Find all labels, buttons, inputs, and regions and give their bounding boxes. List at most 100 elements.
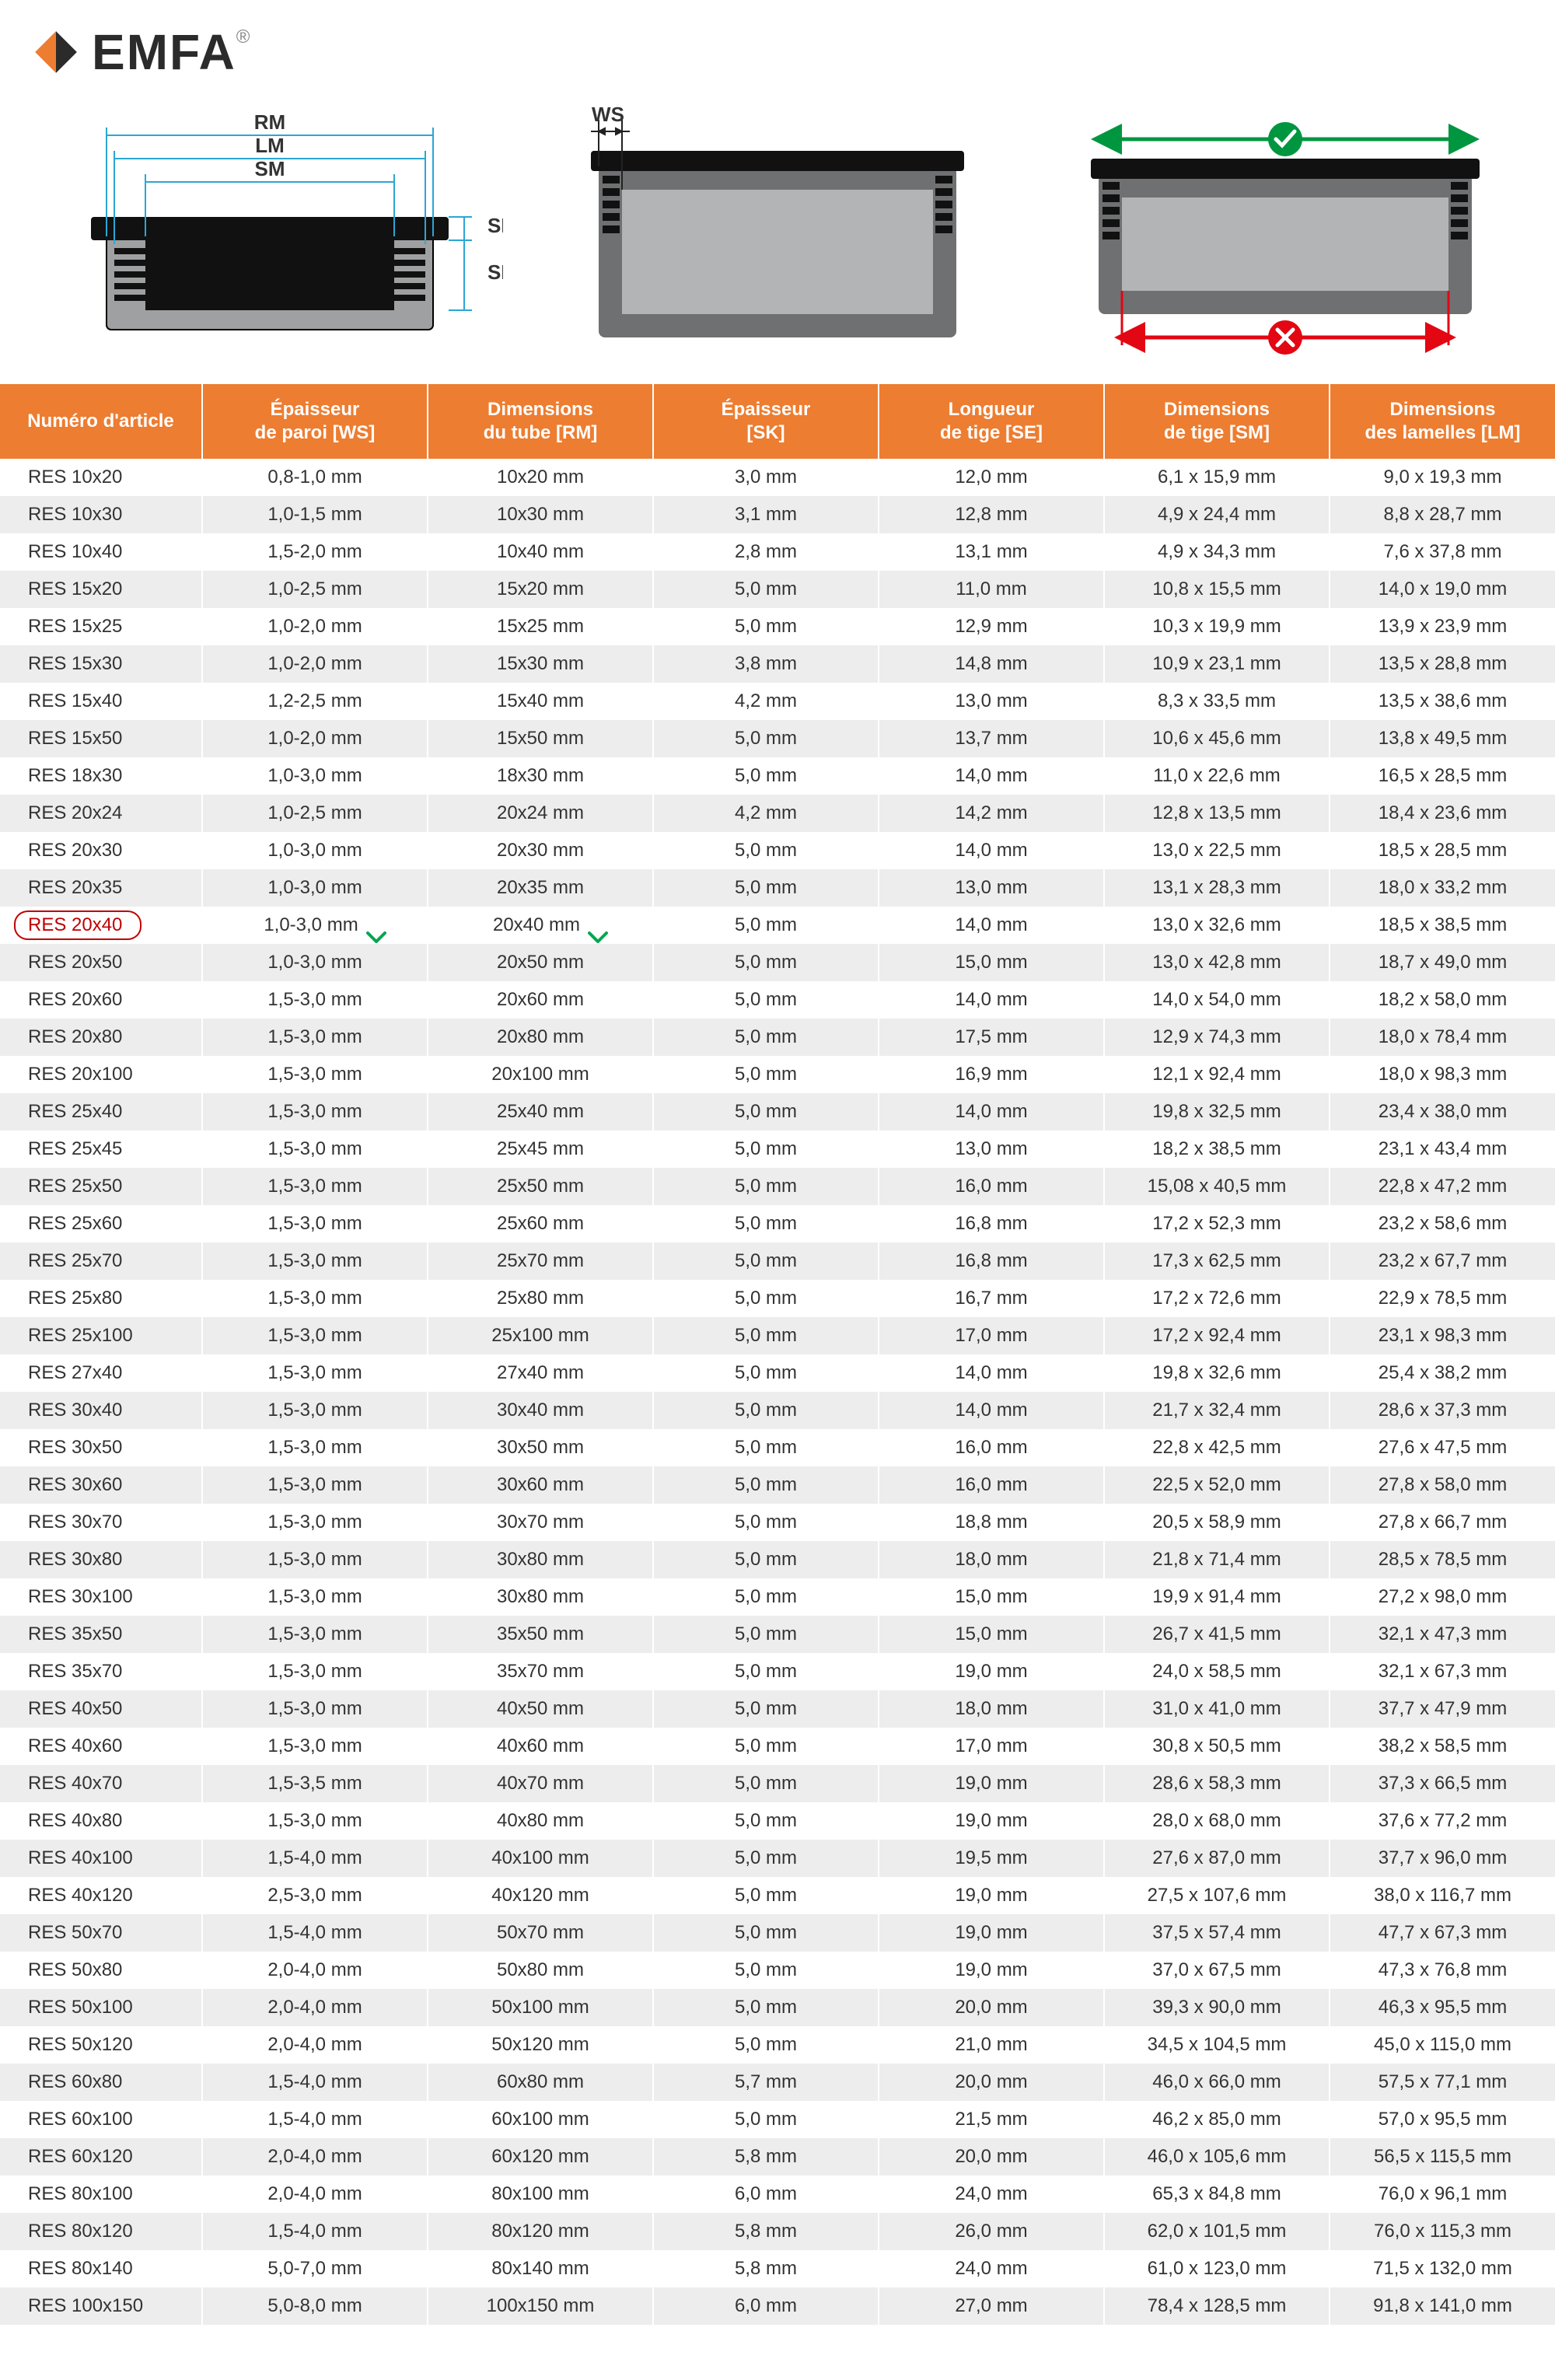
cell: 50x100 mm bbox=[428, 1989, 653, 2026]
cell: RES 60x120 bbox=[0, 2138, 202, 2176]
cell: RES 40x100 bbox=[0, 1840, 202, 1877]
brand-reg: ® bbox=[236, 26, 252, 47]
logo-text: EMFA® bbox=[92, 23, 251, 81]
cell: 28,6 x 37,3 mm bbox=[1330, 1392, 1555, 1429]
cell: 22,8 x 42,5 mm bbox=[1104, 1429, 1330, 1466]
cell: 16,8 mm bbox=[879, 1242, 1104, 1280]
cell: 1,5-3,0 mm bbox=[202, 1242, 428, 1280]
cell: RES 15x50 bbox=[0, 720, 202, 757]
label-sk: SK bbox=[487, 214, 503, 237]
cell: 13,8 x 49,5 mm bbox=[1330, 720, 1555, 757]
table-row: RES 40x601,5-3,0 mm40x60 mm5,0 mm17,0 mm… bbox=[0, 1728, 1555, 1765]
cell: 5,0 mm bbox=[653, 1392, 879, 1429]
cell: 5,0 mm bbox=[653, 571, 879, 608]
cell: 19,5 mm bbox=[879, 1840, 1104, 1877]
cell: 18,4 x 23,6 mm bbox=[1330, 795, 1555, 832]
cell: 5,0 mm bbox=[653, 1354, 879, 1392]
table-row: RES 20x351,0-3,0 mm20x35 mm5,0 mm13,0 mm… bbox=[0, 869, 1555, 907]
cell: 17,0 mm bbox=[879, 1728, 1104, 1765]
cell: 39,3 x 90,0 mm bbox=[1104, 1989, 1330, 2026]
cell: 30x50 mm bbox=[428, 1429, 653, 1466]
cell: 16,9 mm bbox=[879, 1056, 1104, 1093]
cell: 1,0-2,5 mm bbox=[202, 795, 428, 832]
cell: 1,5-3,0 mm bbox=[202, 1168, 428, 1205]
cell: 10x30 mm bbox=[428, 496, 653, 533]
cell: 57,0 x 95,5 mm bbox=[1330, 2101, 1555, 2138]
logo-mark bbox=[31, 27, 81, 77]
spec-table: Numéro d'articleÉpaisseurde paroi [WS]Di… bbox=[0, 384, 1555, 2325]
cell: 37,6 x 77,2 mm bbox=[1330, 1802, 1555, 1840]
table-row: RES 25x601,5-3,0 mm25x60 mm5,0 mm16,8 mm… bbox=[0, 1205, 1555, 1242]
cell: 1,0-3,0 mm bbox=[202, 832, 428, 869]
table-row: RES 80x1201,5-4,0 mm80x120 mm5,8 mm26,0 … bbox=[0, 2213, 1555, 2250]
table-row: RES 20x601,5-3,0 mm20x60 mm5,0 mm14,0 mm… bbox=[0, 981, 1555, 1019]
cell: 80x120 mm bbox=[428, 2213, 653, 2250]
cell: 1,5-4,0 mm bbox=[202, 2064, 428, 2101]
cell: 35x50 mm bbox=[428, 1616, 653, 1653]
cell: 22,5 x 52,0 mm bbox=[1104, 1466, 1330, 1504]
cell: 5,8 mm bbox=[653, 2250, 879, 2287]
cell: 17,2 x 52,3 mm bbox=[1104, 1205, 1330, 1242]
cell: 80x100 mm bbox=[428, 2176, 653, 2213]
cell: 4,2 mm bbox=[653, 795, 879, 832]
cell: 13,9 x 23,9 mm bbox=[1330, 608, 1555, 645]
table-row: RES 50x1202,0-4,0 mm50x120 mm5,0 mm21,0 … bbox=[0, 2026, 1555, 2064]
cell: 13,7 mm bbox=[879, 720, 1104, 757]
cell: 5,0 mm bbox=[653, 1317, 879, 1354]
cell: RES 30x70 bbox=[0, 1504, 202, 1541]
table-row: RES 10x301,0-1,5 mm10x30 mm3,1 mm12,8 mm… bbox=[0, 496, 1555, 533]
cell: 5,0 mm bbox=[653, 1578, 879, 1616]
cell: 1,5-2,0 mm bbox=[202, 533, 428, 571]
cell: 5,0 mm bbox=[653, 1802, 879, 1840]
table-row: RES 35x501,5-3,0 mm35x50 mm5,0 mm15,0 mm… bbox=[0, 1616, 1555, 1653]
cell: 16,0 mm bbox=[879, 1429, 1104, 1466]
cell: 13,0 x 32,6 mm bbox=[1104, 907, 1330, 944]
cell: 25x50 mm bbox=[428, 1168, 653, 1205]
table-row: RES 30x501,5-3,0 mm30x50 mm5,0 mm16,0 mm… bbox=[0, 1429, 1555, 1466]
cell: 30,8 x 50,5 mm bbox=[1104, 1728, 1330, 1765]
cell: 18,5 x 38,5 mm bbox=[1330, 907, 1555, 944]
cell: RES 80x100 bbox=[0, 2176, 202, 2213]
cell: 23,1 x 43,4 mm bbox=[1330, 1131, 1555, 1168]
cell: 20x50 mm bbox=[428, 944, 653, 981]
cell: 1,5-4,0 mm bbox=[202, 1840, 428, 1877]
cell: 1,5-3,0 mm bbox=[202, 981, 428, 1019]
cell: RES 60x100 bbox=[0, 2101, 202, 2138]
table-row: RES 40x501,5-3,0 mm40x50 mm5,0 mm18,0 mm… bbox=[0, 1690, 1555, 1728]
cell: 5,0 mm bbox=[653, 1840, 879, 1877]
cell: 20x24 mm bbox=[428, 795, 653, 832]
cell: RES 50x70 bbox=[0, 1914, 202, 1952]
cell: 16,0 mm bbox=[879, 1168, 1104, 1205]
table-row: RES 15x251,0-2,0 mm15x25 mm5,0 mm12,9 mm… bbox=[0, 608, 1555, 645]
col-header-se: Longueurde tige [SE] bbox=[879, 384, 1104, 459]
cell: 5,0 mm bbox=[653, 981, 879, 1019]
cell: 21,7 x 32,4 mm bbox=[1104, 1392, 1330, 1429]
cell: 80x140 mm bbox=[428, 2250, 653, 2287]
cell: 15x30 mm bbox=[428, 645, 653, 683]
cell: 1,5-3,0 mm bbox=[202, 1131, 428, 1168]
cell: 60x80 mm bbox=[428, 2064, 653, 2101]
cell: 25x45 mm bbox=[428, 1131, 653, 1168]
cell: 27,6 x 87,0 mm bbox=[1104, 1840, 1330, 1877]
cell: 10x40 mm bbox=[428, 533, 653, 571]
cell: 25x40 mm bbox=[428, 1093, 653, 1131]
cell: 6,1 x 15,9 mm bbox=[1104, 459, 1330, 496]
cell: 1,5-3,0 mm bbox=[202, 1541, 428, 1578]
cell: 5,0 mm bbox=[653, 869, 879, 907]
cell: 13,0 x 22,5 mm bbox=[1104, 832, 1330, 869]
table-row: RES 25x501,5-3,0 mm25x50 mm5,0 mm16,0 mm… bbox=[0, 1168, 1555, 1205]
cell: 3,1 mm bbox=[653, 496, 879, 533]
cell: 50x70 mm bbox=[428, 1914, 653, 1952]
cell: RES 25x60 bbox=[0, 1205, 202, 1242]
cell: 13,1 mm bbox=[879, 533, 1104, 571]
cell: 27x40 mm bbox=[428, 1354, 653, 1392]
cell: 1,5-4,0 mm bbox=[202, 1914, 428, 1952]
cell: RES 80x140 bbox=[0, 2250, 202, 2287]
cell: 37,7 x 47,9 mm bbox=[1330, 1690, 1555, 1728]
cell: RES 30x100 bbox=[0, 1578, 202, 1616]
cell: RES 25x70 bbox=[0, 1242, 202, 1280]
cell: 1,5-4,0 mm bbox=[202, 2101, 428, 2138]
cell: 18,0 x 98,3 mm bbox=[1330, 1056, 1555, 1093]
table-header: Numéro d'articleÉpaisseurde paroi [WS]Di… bbox=[0, 384, 1555, 459]
cell: 5,0 mm bbox=[653, 1616, 879, 1653]
